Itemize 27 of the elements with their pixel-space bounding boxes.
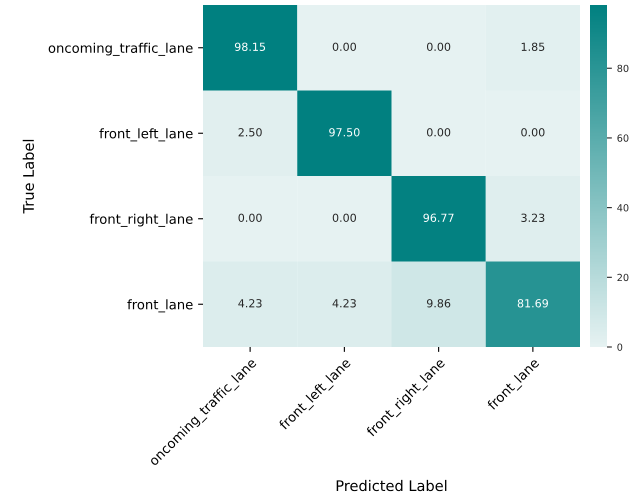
color-bar-label: 80 bbox=[617, 64, 628, 72]
y-tick-label: oncoming_traffic_lane bbox=[48, 42, 193, 56]
data-label: 4.23 bbox=[238, 299, 262, 308]
color-bar-label: 40 bbox=[617, 204, 628, 212]
data-label: 0.00 bbox=[332, 214, 356, 222]
data-label: 3.23 bbox=[521, 214, 544, 222]
data-label: 81.69 bbox=[518, 299, 548, 308]
data-label: 0.00 bbox=[238, 214, 262, 222]
data-label: 98.15 bbox=[234, 42, 266, 51]
data-label: 9.86 bbox=[426, 299, 450, 308]
data-label: 0.00 bbox=[426, 128, 450, 136]
color-bar-label: 60 bbox=[617, 134, 628, 142]
data-label: 2.50 bbox=[238, 128, 262, 136]
data-label: 0.00 bbox=[332, 42, 356, 51]
color-bar-label: 0 bbox=[617, 343, 622, 351]
y-tick-label: front_right_lane bbox=[90, 214, 193, 227]
y-tick-label: front_lane bbox=[127, 299, 193, 312]
data-label: 97.50 bbox=[329, 128, 360, 136]
color-bar-label: 20 bbox=[617, 274, 628, 282]
data-label: 0.00 bbox=[426, 42, 450, 51]
data-label: 96.77 bbox=[423, 214, 454, 222]
y-axis-title: True Label bbox=[22, 140, 34, 214]
data-label: 4.23 bbox=[332, 299, 356, 308]
y-tick-label: front_left_lane bbox=[99, 128, 193, 142]
data-label: 0.00 bbox=[521, 128, 545, 136]
data-label: 1.85 bbox=[522, 42, 544, 51]
x-axis-title: Predicted Label bbox=[336, 480, 446, 492]
